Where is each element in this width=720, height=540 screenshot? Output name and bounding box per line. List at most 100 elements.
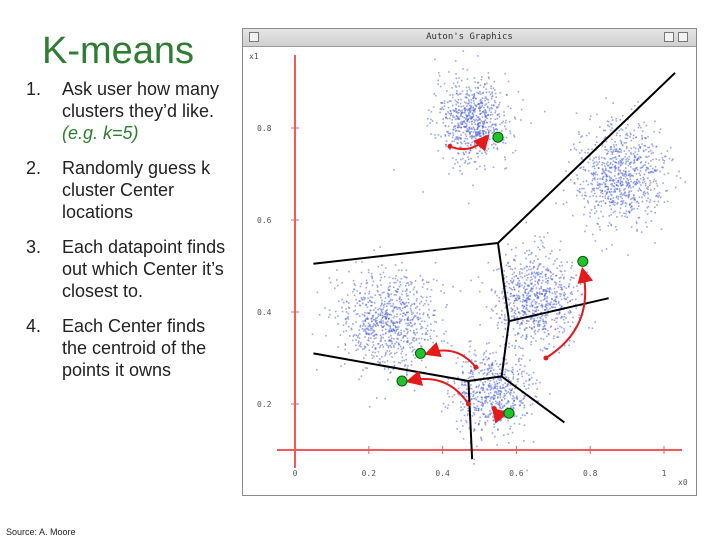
data-point bbox=[495, 127, 498, 130]
data-point bbox=[394, 306, 397, 308]
data-point bbox=[470, 384, 472, 386]
data-point bbox=[390, 319, 393, 322]
data-point bbox=[491, 144, 493, 146]
data-point bbox=[514, 309, 516, 312]
data-point bbox=[516, 320, 519, 323]
data-point bbox=[504, 382, 506, 384]
data-point bbox=[612, 144, 615, 146]
data-point bbox=[609, 129, 612, 132]
data-point bbox=[467, 413, 469, 415]
data-point bbox=[385, 321, 387, 324]
data-point bbox=[497, 389, 500, 392]
data-point bbox=[562, 189, 565, 192]
data-point bbox=[564, 298, 567, 301]
data-point bbox=[524, 252, 526, 254]
data-point bbox=[530, 343, 532, 346]
new-center bbox=[492, 131, 504, 143]
data-point bbox=[523, 370, 525, 373]
data-point bbox=[416, 316, 419, 319]
data-point bbox=[628, 182, 630, 185]
data-point bbox=[334, 316, 337, 319]
data-point bbox=[569, 339, 571, 342]
data-point bbox=[454, 85, 457, 87]
window-titlebar[interactable]: Auton's Graphics bbox=[243, 29, 696, 47]
data-point bbox=[463, 121, 465, 123]
data-point bbox=[515, 354, 517, 356]
data-point bbox=[499, 390, 501, 392]
data-point bbox=[488, 342, 490, 344]
data-point bbox=[526, 288, 528, 290]
data-point bbox=[636, 222, 638, 225]
data-point bbox=[599, 178, 601, 180]
data-point bbox=[533, 310, 536, 312]
data-point bbox=[353, 288, 356, 291]
data-point bbox=[583, 206, 586, 208]
data-point bbox=[494, 111, 497, 114]
data-point bbox=[520, 108, 523, 111]
data-point bbox=[628, 195, 630, 198]
data-point bbox=[499, 401, 501, 404]
data-point bbox=[634, 147, 637, 150]
data-point bbox=[488, 395, 490, 398]
data-point bbox=[406, 337, 409, 340]
data-point bbox=[619, 193, 622, 196]
data-point bbox=[633, 169, 636, 172]
data-point bbox=[633, 180, 636, 183]
data-point bbox=[642, 149, 645, 152]
data-point bbox=[536, 281, 539, 284]
data-points bbox=[311, 50, 686, 472]
maximize-icon[interactable] bbox=[678, 32, 688, 42]
data-point bbox=[587, 152, 589, 154]
data-point bbox=[529, 305, 531, 308]
data-point bbox=[490, 317, 492, 319]
data-point bbox=[485, 396, 487, 398]
data-point bbox=[679, 177, 682, 179]
data-point bbox=[517, 373, 520, 376]
data-point bbox=[413, 323, 416, 326]
data-point bbox=[374, 348, 377, 350]
data-point bbox=[511, 366, 514, 369]
data-point bbox=[512, 378, 515, 380]
data-point bbox=[393, 307, 396, 309]
data-point bbox=[614, 190, 616, 192]
data-point bbox=[515, 298, 517, 300]
data-point bbox=[420, 327, 422, 330]
data-point bbox=[616, 132, 618, 134]
data-point bbox=[387, 324, 390, 327]
data-point bbox=[479, 362, 482, 364]
close-icon[interactable] bbox=[249, 32, 259, 42]
data-point bbox=[477, 86, 479, 89]
data-point bbox=[543, 298, 546, 301]
data-point bbox=[402, 347, 405, 350]
data-point bbox=[512, 405, 514, 407]
data-point bbox=[389, 326, 392, 328]
data-point bbox=[519, 282, 521, 285]
data-point bbox=[395, 329, 398, 331]
data-point bbox=[620, 172, 622, 174]
data-point bbox=[442, 108, 445, 110]
data-point bbox=[524, 312, 527, 314]
data-point bbox=[418, 302, 421, 305]
data-point bbox=[461, 392, 464, 394]
minimize-icon[interactable] bbox=[664, 32, 674, 42]
data-point bbox=[544, 309, 546, 311]
data-point bbox=[612, 102, 614, 104]
data-point bbox=[476, 405, 479, 407]
data-point bbox=[613, 146, 616, 148]
data-point bbox=[622, 200, 625, 202]
data-point bbox=[494, 416, 497, 419]
data-point bbox=[573, 182, 576, 184]
data-point bbox=[539, 348, 542, 351]
data-point bbox=[421, 359, 423, 362]
data-point bbox=[474, 110, 476, 113]
data-point bbox=[424, 338, 426, 341]
data-point bbox=[661, 166, 663, 169]
data-point bbox=[625, 180, 627, 183]
data-point bbox=[462, 425, 464, 427]
data-point bbox=[466, 109, 469, 112]
data-point bbox=[620, 161, 623, 164]
data-point bbox=[615, 196, 618, 199]
data-point bbox=[641, 135, 643, 137]
data-point bbox=[579, 152, 581, 154]
data-point bbox=[595, 156, 597, 158]
